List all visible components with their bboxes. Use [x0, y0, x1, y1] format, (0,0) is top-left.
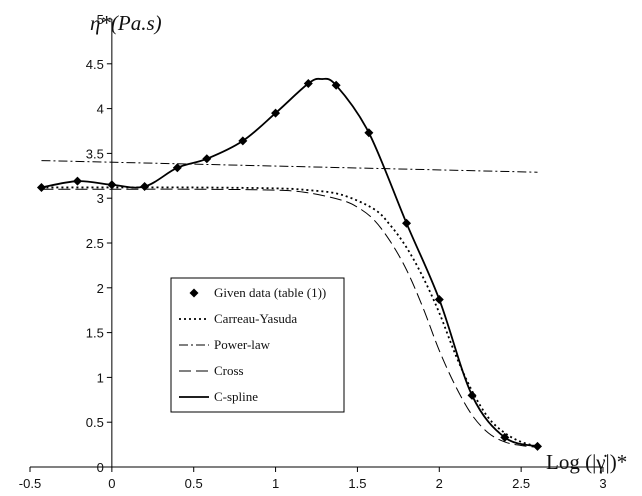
data-point-marker — [36, 182, 46, 192]
x-tick-label: -0.5 — [19, 476, 41, 491]
data-point-marker — [72, 176, 82, 186]
series-layer — [41, 77, 538, 448]
cross-curve — [41, 188, 538, 448]
x-tick-label: 0 — [108, 476, 115, 491]
data-point-marker — [364, 128, 374, 138]
y-tick-label: 4 — [97, 102, 104, 117]
carreau-yasuda-curve — [41, 186, 538, 448]
data-point-marker — [434, 294, 444, 304]
y-tick-label: 0 — [97, 460, 104, 475]
data-point-marker — [238, 136, 248, 146]
data-point-marker — [172, 163, 182, 173]
y-tick-label: 3 — [97, 191, 104, 206]
y-tick-label: 4.5 — [86, 57, 104, 72]
data-point-marker — [500, 432, 510, 442]
markers-layer — [36, 79, 543, 451]
data-point-marker — [303, 79, 313, 89]
y-tick-label: 1.5 — [86, 326, 104, 341]
data-point-marker — [202, 154, 212, 164]
c-spline-curve — [41, 77, 538, 448]
legend-label: Carreau-Yasuda — [214, 311, 297, 326]
y-tick-label: 2.5 — [86, 236, 104, 251]
data-point-marker — [271, 108, 281, 118]
legend-label: Given data (table (1)) — [214, 285, 326, 300]
tick-labels: -0.5 0 0.5 1 1.5 2 2.5 3 0 0.5 1 1.5 2 2.5 3 3.5 4 4.5 5 — [19, 12, 607, 491]
y-tick-label: 2 — [97, 281, 104, 296]
data-point-marker — [331, 80, 341, 90]
legend-label: Power-law — [214, 337, 271, 352]
data-point-marker — [107, 180, 117, 190]
legend-marker-given-data — [189, 288, 199, 298]
y-tick-label: 0.5 — [86, 415, 104, 430]
legend: Given data (table (1)) Carreau-Yasuda Powe… — [170, 277, 345, 413]
data-point-marker — [467, 390, 477, 400]
y-tick-label: 1 — [97, 370, 104, 385]
x-axis-title: Log (|γ̇|)* — [546, 450, 627, 474]
y-tick-label: 3.5 — [86, 146, 104, 161]
x-tick-label: 1.5 — [348, 476, 366, 491]
axes — [29, 18, 604, 472]
y-axis-title: η*(Pa.s) — [90, 11, 162, 35]
legend-label: C-spline — [214, 389, 258, 404]
x-tick-label: 2 — [436, 476, 443, 491]
x-tick-label: 1 — [272, 476, 279, 491]
x-tick-label: 2.5 — [512, 476, 530, 491]
x-tick-label: 0.5 — [185, 476, 203, 491]
data-point-marker — [402, 218, 412, 228]
legend-label: Cross — [214, 363, 244, 378]
power-law-curve — [41, 160, 538, 173]
x-tick-label: 3 — [599, 476, 606, 491]
data-point-marker — [533, 441, 543, 451]
data-point-marker — [140, 182, 150, 192]
y-tick-label: 5 — [97, 12, 104, 27]
